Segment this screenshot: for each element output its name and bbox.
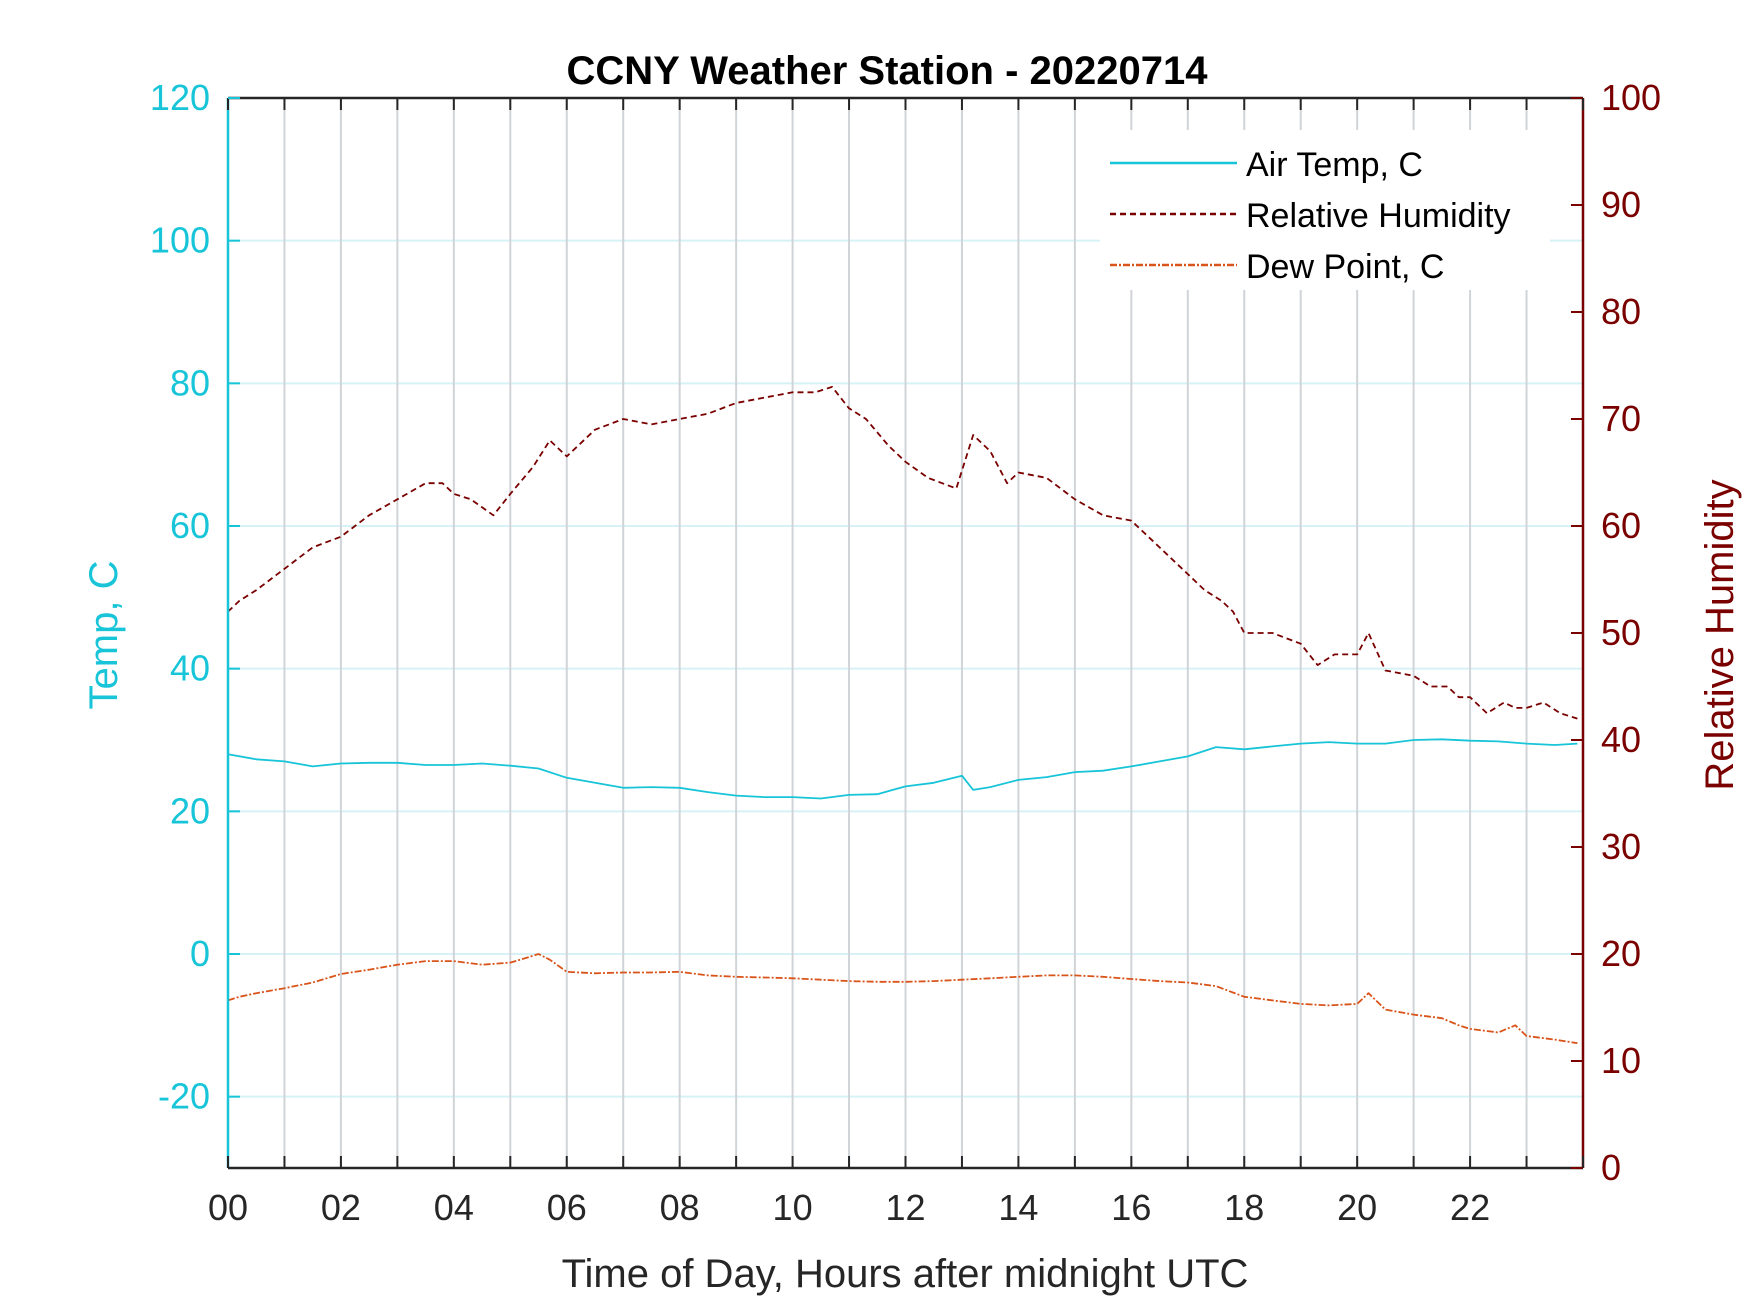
x-tick-label: 16 (1111, 1187, 1151, 1228)
y-right-tick-label: 50 (1601, 612, 1641, 653)
x-tick-label: 00 (208, 1187, 248, 1228)
y-right-tick-label: 20 (1601, 933, 1641, 974)
x-tick-label: 10 (773, 1187, 813, 1228)
y-right-tick-label: 90 (1601, 184, 1641, 225)
legend: Air Temp, C Relative Humidity Dew Point,… (1100, 130, 1550, 290)
ticks-layer: 00 02 04 06 08 10 12 14 16 18 20 22-200204060801001… (150, 77, 1661, 1228)
y-right-tick-label: 100 (1601, 77, 1661, 118)
y-left-tick-label: 60 (170, 505, 210, 546)
x-tick-label: 22 (1450, 1187, 1490, 1228)
y-right-tick-label: 30 (1601, 826, 1641, 867)
chart-title: CCNY Weather Station - 20220714 (567, 49, 1209, 93)
x-tick-label: 14 (998, 1187, 1038, 1228)
y-right-tick-label: 40 (1601, 719, 1641, 760)
x-tick-label: 18 (1224, 1187, 1264, 1228)
y-left-tick-label: 40 (170, 648, 210, 689)
series-line-air-temp (227, 738, 1578, 800)
x-axis-label: Time of Day, Hours after midnight UTC (562, 1252, 1249, 1296)
x-tick-label: 02 (321, 1187, 361, 1228)
legend-label-relative-humidity: Relative Humidity (1246, 197, 1511, 235)
legend-background (1100, 130, 1550, 290)
grid-layer (228, 98, 1583, 1168)
y-right-tick-label: 80 (1601, 291, 1641, 332)
y-left-tick-label: 0 (190, 933, 210, 974)
x-tick-label: 20 (1337, 1187, 1377, 1228)
x-tick-label: 06 (547, 1187, 587, 1228)
x-tick-label: 04 (434, 1187, 474, 1228)
series-layer (227, 385, 1578, 1045)
y-right-tick-label: 0 (1601, 1147, 1621, 1188)
y-right-tick-label: 60 (1601, 505, 1641, 546)
x-tick-label: 08 (660, 1187, 700, 1228)
y-left-tick-label: 120 (150, 77, 210, 118)
y-axis-left-label: Temp, C (82, 561, 126, 710)
y-right-tick-label: 10 (1601, 1040, 1641, 1081)
x-tick-label: 12 (885, 1187, 925, 1228)
y-left-tick-label: 100 (150, 220, 210, 261)
y-axis-right-label: Relative Humidity (1698, 479, 1742, 790)
legend-label-dew-point: Dew Point, C (1246, 248, 1444, 286)
y-right-tick-label: 70 (1601, 398, 1641, 439)
y-left-tick-label: 80 (170, 362, 210, 403)
y-left-tick-label: 20 (170, 790, 210, 831)
legend-label-air-temp: Air Temp, C (1246, 146, 1423, 184)
series-line-relative-humidity (227, 385, 1578, 720)
y-left-tick-label: -20 (158, 1076, 210, 1117)
